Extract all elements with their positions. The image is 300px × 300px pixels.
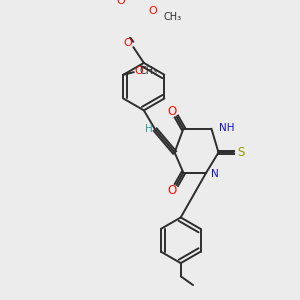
Text: O: O xyxy=(148,6,157,16)
Text: NH: NH xyxy=(219,123,235,133)
Text: O: O xyxy=(135,66,143,76)
Text: CH₃: CH₃ xyxy=(164,12,182,22)
Text: O: O xyxy=(167,184,177,197)
Text: CH₃: CH₃ xyxy=(140,66,158,76)
Text: O: O xyxy=(124,38,132,48)
Text: O: O xyxy=(117,0,125,6)
Text: H: H xyxy=(145,124,153,134)
Text: O: O xyxy=(167,105,177,118)
Text: S: S xyxy=(237,146,244,159)
Text: N: N xyxy=(212,169,219,178)
